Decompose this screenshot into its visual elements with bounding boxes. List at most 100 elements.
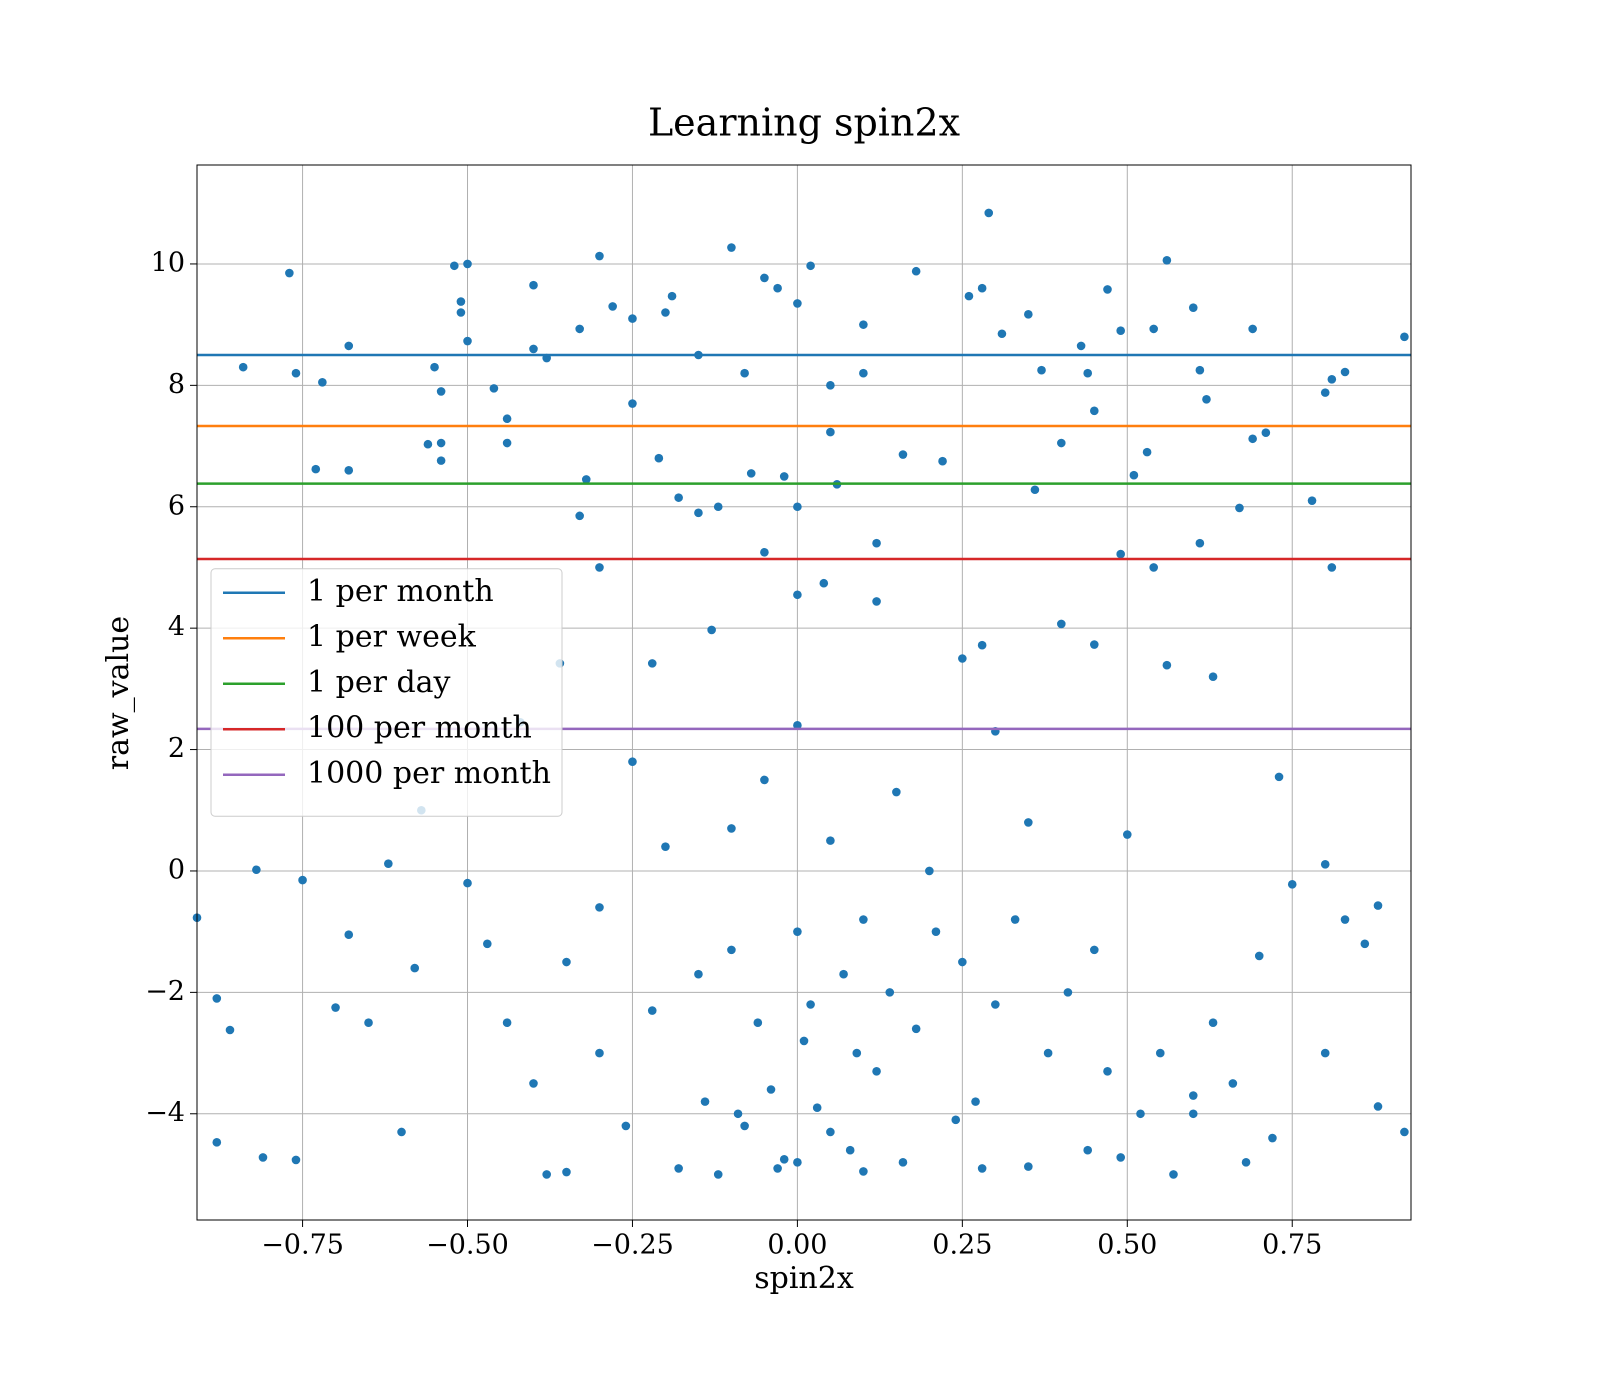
point: [1202, 395, 1211, 404]
point: [997, 329, 1007, 339]
point: [911, 1024, 921, 1034]
point: [1103, 1066, 1112, 1076]
point: [1248, 434, 1257, 444]
point: [859, 1167, 868, 1176]
point: [502, 1018, 512, 1028]
point: [212, 994, 222, 1003]
point: [859, 915, 868, 924]
point: [410, 963, 420, 973]
point: [984, 208, 994, 218]
point: [1149, 563, 1158, 572]
x-tick-label: 0.75: [1262, 1230, 1322, 1261]
point: [826, 427, 835, 437]
point: [885, 988, 895, 997]
point: [1340, 915, 1350, 924]
legend-label: 100 per month: [307, 710, 532, 745]
point: [793, 1158, 802, 1167]
point: [700, 1097, 710, 1106]
point: [1043, 1048, 1053, 1058]
y-tick-label: 0: [168, 854, 185, 885]
x-tick-label: 0.50: [1097, 1230, 1157, 1261]
point: [793, 590, 802, 600]
point: [1155, 1048, 1165, 1058]
y-tick-label: 4: [168, 612, 185, 643]
point: [938, 456, 947, 466]
y-tick-label: −2: [145, 976, 185, 1007]
point: [793, 927, 802, 936]
point: [436, 438, 446, 448]
point: [707, 625, 716, 635]
y-tick-label: 10: [151, 247, 185, 278]
point: [799, 1036, 809, 1046]
point: [384, 859, 393, 868]
point: [1261, 428, 1271, 437]
point: [674, 493, 683, 502]
point: [364, 1018, 373, 1028]
point: [1228, 1079, 1238, 1088]
point: [779, 472, 789, 481]
point: [311, 464, 321, 474]
point: [502, 414, 512, 424]
point: [1254, 951, 1264, 961]
y-axis-label: raw_value: [101, 616, 136, 770]
point: [1400, 1127, 1409, 1137]
point: [1149, 324, 1158, 334]
point: [423, 439, 433, 449]
point: [819, 578, 829, 588]
point: [1320, 388, 1330, 397]
point: [331, 1003, 340, 1012]
point: [1400, 332, 1409, 342]
point: [773, 283, 782, 293]
point: [1162, 256, 1172, 265]
point: [1340, 367, 1350, 377]
point: [397, 1127, 406, 1137]
point: [1116, 1153, 1125, 1162]
point: [694, 969, 703, 979]
point: [463, 336, 472, 346]
y-tick-label: −4: [145, 1097, 185, 1128]
point: [852, 1048, 862, 1058]
point: [1188, 1091, 1198, 1100]
point: [1274, 772, 1284, 782]
point: [806, 1000, 815, 1009]
point: [1090, 640, 1099, 649]
point: [1063, 988, 1073, 997]
point: [502, 438, 512, 448]
point: [779, 1154, 789, 1164]
point: [456, 297, 466, 306]
point: [925, 866, 934, 876]
point: [746, 469, 756, 478]
point: [291, 1155, 301, 1165]
point: [450, 261, 459, 271]
point: [977, 640, 987, 650]
point: [733, 1109, 743, 1119]
point: [1268, 1133, 1277, 1143]
point: [911, 266, 921, 276]
point: [661, 308, 670, 317]
point: [575, 511, 584, 521]
point: [562, 1167, 571, 1177]
point: [647, 659, 657, 668]
point: [713, 1170, 723, 1179]
point: [456, 308, 466, 317]
legend-label: 1 per month: [307, 574, 494, 609]
point: [1122, 830, 1132, 839]
point: [1030, 485, 1040, 495]
point: [1327, 374, 1337, 384]
point: [1208, 672, 1218, 682]
point: [344, 466, 354, 475]
point: [951, 1115, 961, 1125]
point: [1188, 1109, 1198, 1119]
point: [1024, 1162, 1033, 1171]
point: [773, 1164, 782, 1173]
point: [1090, 945, 1099, 955]
x-tick-label: −0.50: [426, 1230, 509, 1261]
point: [1076, 341, 1086, 351]
point: [238, 362, 248, 372]
point: [1142, 447, 1152, 457]
point: [674, 1164, 683, 1173]
point: [931, 927, 941, 936]
point: [1307, 496, 1317, 505]
point: [252, 865, 261, 875]
